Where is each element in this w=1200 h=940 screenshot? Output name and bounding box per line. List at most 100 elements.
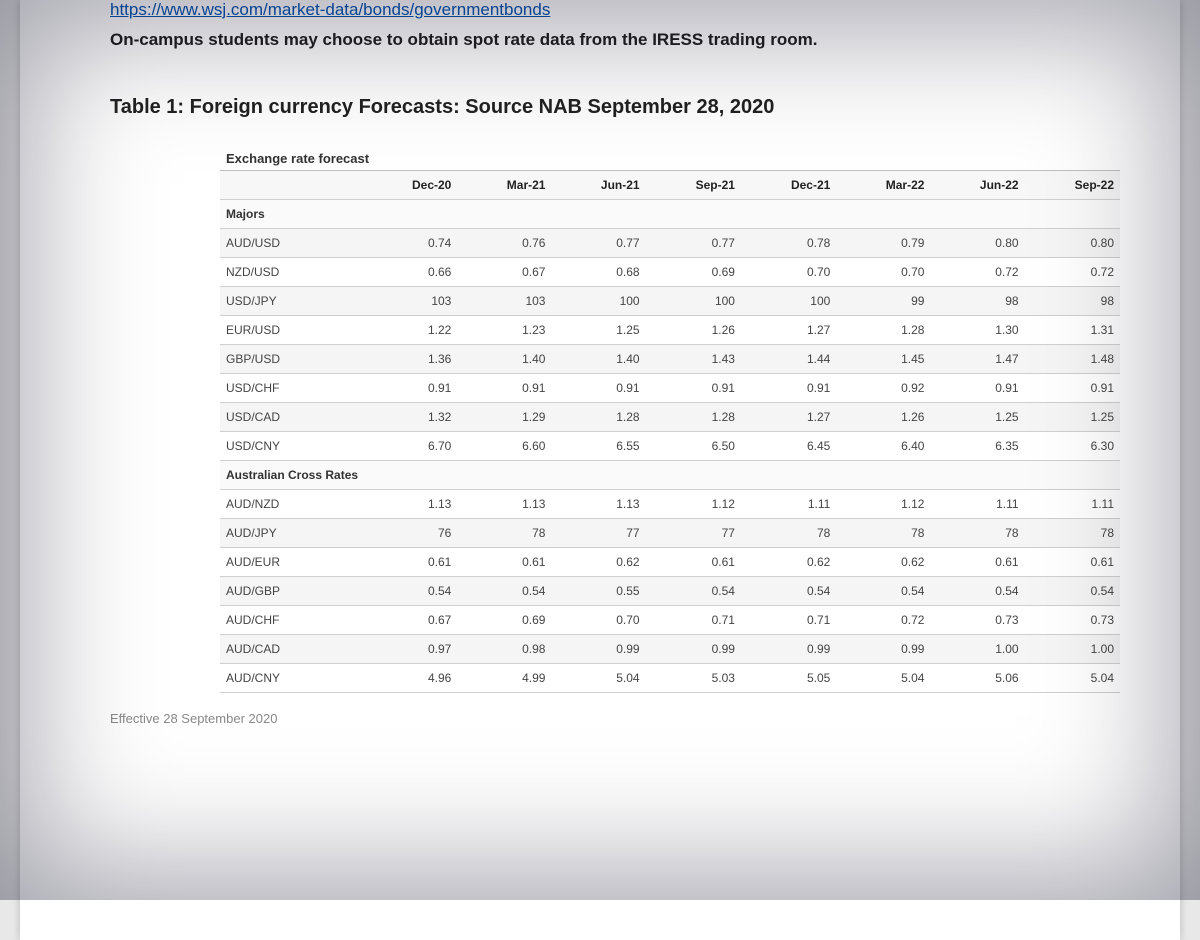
table-cell: EUR/USD: [220, 316, 362, 345]
table-cell: AUD/NZD: [220, 490, 362, 519]
table-cell: 5.04: [551, 664, 645, 693]
table-cell: 5.05: [741, 664, 836, 693]
table-cell: 0.91: [646, 374, 741, 403]
table-row: AUD/CHF0.670.690.700.710.710.720.730.73: [220, 606, 1120, 635]
section-row: Australian Cross Rates: [220, 461, 1120, 490]
table-cell: 100: [551, 287, 645, 316]
table-cell: 0.77: [551, 229, 645, 258]
table-cell: 1.13: [457, 490, 551, 519]
table-cell: 6.45: [741, 432, 836, 461]
table-cell: 0.99: [741, 635, 836, 664]
section-label: Australian Cross Rates: [220, 461, 1120, 490]
table-cell: 1.40: [457, 345, 551, 374]
table-cell: 103: [362, 287, 457, 316]
table-cell: 4.99: [457, 664, 551, 693]
table-cell: 77: [551, 519, 645, 548]
table-cell: 1.00: [1025, 635, 1120, 664]
table-cell: USD/CAD: [220, 403, 362, 432]
table-cell: 0.80: [930, 229, 1024, 258]
table-cell: 1.23: [457, 316, 551, 345]
table-cell: 100: [741, 287, 836, 316]
table-cell: 0.66: [362, 258, 457, 287]
table-title: Table 1: Foreign currency Forecasts: Sou…: [20, 72, 1180, 145]
table-cell: 0.73: [1025, 606, 1120, 635]
section-row: Majors: [220, 200, 1120, 229]
table-cell: AUD/CHF: [220, 606, 362, 635]
table-cell: 100: [646, 287, 741, 316]
col-header: Sep-22: [1025, 171, 1120, 200]
table-row: AUD/CAD0.970.980.990.990.990.991.001.00: [220, 635, 1120, 664]
table-cell: AUD/JPY: [220, 519, 362, 548]
table-cell: 1.25: [1025, 403, 1120, 432]
table-cell: 1.47: [930, 345, 1024, 374]
table-cell: 1.25: [930, 403, 1024, 432]
table-cell: 78: [1025, 519, 1120, 548]
table-cell: 1.26: [836, 403, 930, 432]
table-cell: 0.61: [362, 548, 457, 577]
table-cell: 6.55: [551, 432, 645, 461]
table-cell: 98: [1025, 287, 1120, 316]
table-cell: 1.12: [836, 490, 930, 519]
source-url[interactable]: https://www.wsj.com/market-data/bonds/go…: [20, 0, 1180, 26]
table-cell: 0.92: [836, 374, 930, 403]
table-cell: 0.99: [836, 635, 930, 664]
table-cell: AUD/GBP: [220, 577, 362, 606]
table-cell: 1.11: [930, 490, 1024, 519]
table-cell: 5.03: [646, 664, 741, 693]
table-cell: 0.74: [362, 229, 457, 258]
table-cell: 0.62: [836, 548, 930, 577]
table-cell: 6.60: [457, 432, 551, 461]
table-cell: 1.27: [741, 316, 836, 345]
table-cell: 1.44: [741, 345, 836, 374]
col-header: Mar-21: [457, 171, 551, 200]
table-cell: 0.97: [362, 635, 457, 664]
table-cell: 0.54: [1025, 577, 1120, 606]
table-cell: 1.12: [646, 490, 741, 519]
table-row: AUD/JPY7678777778787878: [220, 519, 1120, 548]
table-cell: AUD/USD: [220, 229, 362, 258]
table-row: USD/JPY103103100100100999898: [220, 287, 1120, 316]
table-cell: 0.61: [646, 548, 741, 577]
forecast-table: Dec-20 Mar-21 Jun-21 Sep-21 Dec-21 Mar-2…: [220, 171, 1120, 693]
table-cell: 0.98: [457, 635, 551, 664]
table-cell: USD/CHF: [220, 374, 362, 403]
table-row: AUD/GBP0.540.540.550.540.540.540.540.54: [220, 577, 1120, 606]
table-cell: 0.62: [741, 548, 836, 577]
table-cell: 0.91: [551, 374, 645, 403]
table-cell: AUD/CNY: [220, 664, 362, 693]
table-cell: 5.06: [930, 664, 1024, 693]
table-cell: 0.54: [646, 577, 741, 606]
table-cell: GBP/USD: [220, 345, 362, 374]
col-header: [220, 171, 362, 200]
col-header: Sep-21: [646, 171, 741, 200]
table-cell: 1.27: [741, 403, 836, 432]
table-cell: 0.69: [646, 258, 741, 287]
table-cell: USD/CNY: [220, 432, 362, 461]
table-cell: 98: [930, 287, 1024, 316]
table-cell: 0.77: [646, 229, 741, 258]
table-cell: 0.67: [362, 606, 457, 635]
table-cell: USD/JPY: [220, 287, 362, 316]
table-cell: NZD/USD: [220, 258, 362, 287]
document-page: https://www.wsj.com/market-data/bonds/go…: [20, 0, 1180, 940]
table-cell: 1.40: [551, 345, 645, 374]
table-cell: 0.91: [1025, 374, 1120, 403]
section-label: Majors: [220, 200, 1120, 229]
table-cell: 0.69: [457, 606, 551, 635]
table-cell: 77: [646, 519, 741, 548]
table-cell: 1.11: [741, 490, 836, 519]
table-cell: 0.70: [551, 606, 645, 635]
table-row: AUD/CNY4.964.995.045.035.055.045.065.04: [220, 664, 1120, 693]
table-row: USD/CNY6.706.606.556.506.456.406.356.30: [220, 432, 1120, 461]
col-header: Jun-21: [551, 171, 645, 200]
table-cell: 0.54: [362, 577, 457, 606]
table-cell: AUD/EUR: [220, 548, 362, 577]
table-cell: 0.99: [551, 635, 645, 664]
table-cell: 0.73: [930, 606, 1024, 635]
effective-date: Effective 28 September 2020: [110, 711, 1180, 726]
table-cell: 0.54: [930, 577, 1024, 606]
col-header: Dec-21: [741, 171, 836, 200]
table-cell: 1.11: [1025, 490, 1120, 519]
table-cell: 6.70: [362, 432, 457, 461]
table-cell: 1.28: [646, 403, 741, 432]
